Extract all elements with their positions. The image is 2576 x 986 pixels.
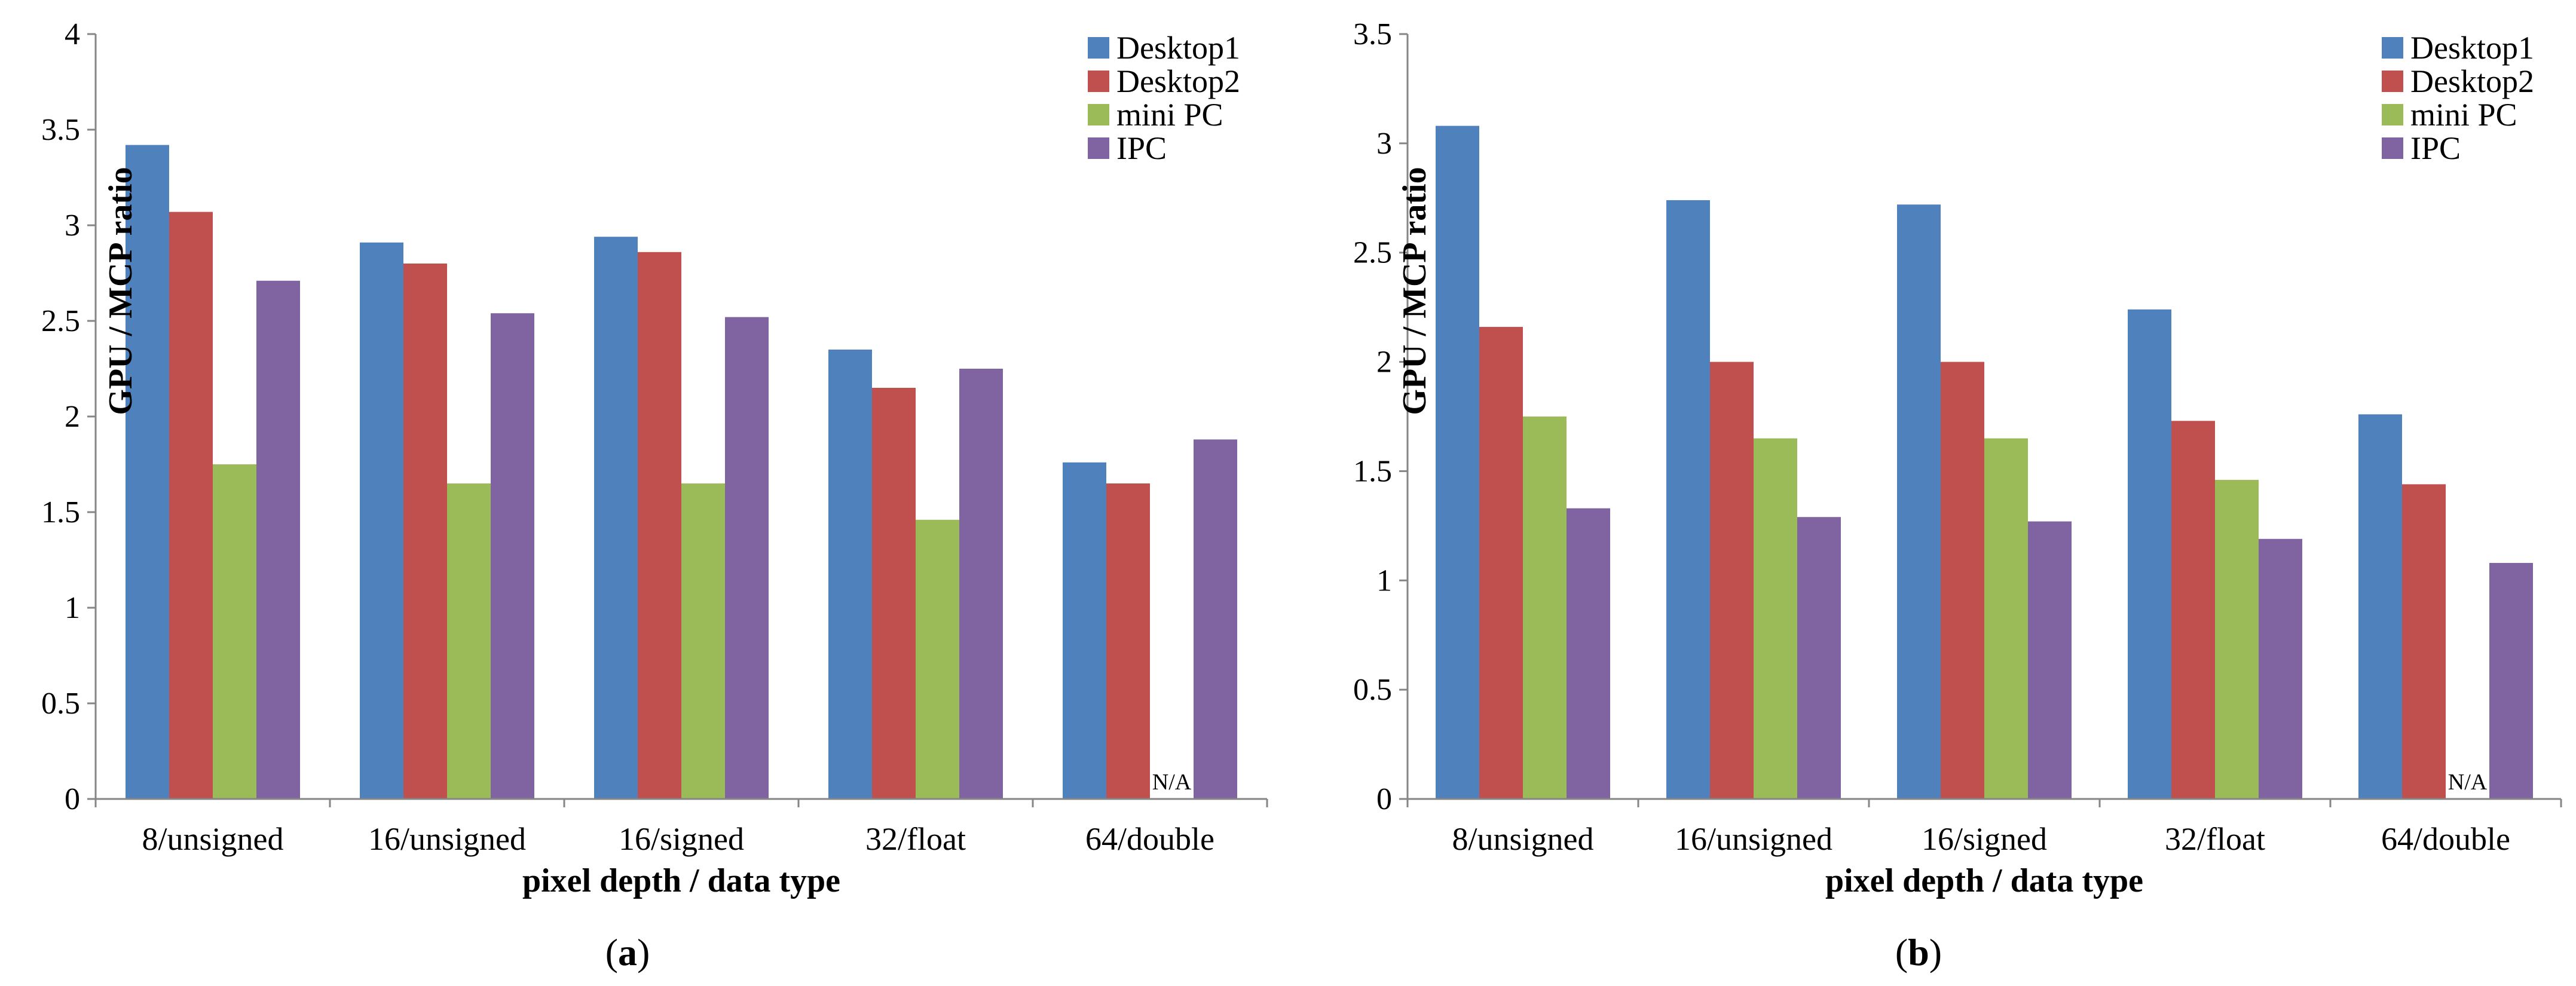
bar-mini-pc: [1984, 438, 2028, 799]
bar-desktop1: [1436, 125, 1479, 800]
x-axis-title: pixel depth / data type: [522, 862, 840, 899]
y-tick-label: 2: [65, 400, 80, 434]
x-tick-label: 64/double: [2381, 821, 2510, 857]
y-tick-label: 1.5: [1353, 454, 1392, 488]
bar-desktop2: [2402, 484, 2446, 799]
bar-desktop1: [1666, 200, 1710, 799]
legend-label: Desktop2: [1116, 63, 1240, 99]
chart-panel-b: 0 0.5 1 1.5 2 2.5 3 3.5 8/unsigned 16/unsigned 16/…: [1353, 17, 2562, 973]
bar-ipc: [2028, 521, 2072, 799]
bar-desktop2: [1106, 483, 1150, 799]
bar-ipc: [2259, 538, 2302, 799]
bar-desktop1: [360, 242, 403, 799]
legend-label: IPC: [1116, 130, 1167, 166]
legend-swatch-mini-pc: [1088, 104, 1109, 125]
legend-swatch-desktop2: [1088, 71, 1109, 92]
x-tick-label: 16/unsigned: [368, 821, 526, 857]
bar-ipc: [256, 280, 300, 799]
x-tick-label: 16/signed: [1922, 821, 2047, 857]
y-tick-label: 3.5: [41, 113, 80, 147]
bar-desktop2: [1710, 362, 1754, 799]
x-tick-label: 8/unsigned: [1452, 821, 1594, 857]
y-tick-label: 0: [1376, 782, 1392, 816]
y-axis-title: GPU / MCP ratio: [102, 167, 139, 415]
y-tick-label: 4: [65, 17, 80, 51]
legend-swatch-mini-pc: [2382, 104, 2403, 125]
bar-ipc: [725, 317, 769, 799]
x-tick-label: 32/float: [865, 821, 966, 857]
y-tick-label: 0.5: [41, 687, 80, 721]
x-tick-label: 64/double: [1085, 821, 1214, 857]
bar-desktop2: [169, 212, 213, 800]
legend-label: Desktop2: [2410, 63, 2534, 99]
y-tick-label: 1: [1376, 564, 1392, 598]
bar-ipc: [1194, 439, 1237, 799]
y-tick-label: 2: [1376, 345, 1392, 379]
y-tick-label: 2.5: [1353, 236, 1392, 270]
bar-desktop2: [403, 264, 447, 799]
y-tick-label: 1: [65, 591, 80, 625]
bar-desktop1: [594, 237, 638, 799]
x-tick-label: 32/float: [2165, 821, 2265, 857]
bar-desktop2: [1941, 362, 1984, 799]
caption-open-paren: (: [605, 931, 618, 973]
panel-caption: (a): [605, 931, 650, 973]
bar-mini-pc: [916, 519, 959, 799]
bar-mini-pc: [681, 483, 725, 799]
bar-desktop1: [1897, 204, 1941, 799]
na-label: N/A: [2448, 770, 2488, 795]
legend-swatch-desktop2: [2382, 71, 2403, 92]
x-axis-title: pixel depth / data type: [1825, 862, 2143, 899]
legend-swatch-ipc: [1088, 137, 1109, 159]
bar-desktop1: [2128, 309, 2171, 799]
x-tick-label: 8/unsigned: [142, 821, 284, 857]
legend-label: mini PC: [1116, 97, 1223, 133]
bar-desktop2: [2171, 421, 2215, 799]
y-tick-label: 2.5: [41, 304, 80, 338]
caption-close-paren: ): [1929, 931, 1942, 973]
legend-label: mini PC: [2410, 97, 2517, 133]
chart-panel-a: 0 0.5 1 1.5 2 2.5 3 3.5 4 8/unsigned 16/unsigned 16…: [41, 17, 1268, 973]
bar-mini-pc: [447, 483, 491, 799]
x-tick-label: 16/unsigned: [1675, 821, 1832, 857]
legend-label: Desktop1: [2410, 30, 2534, 66]
y-axis-title: GPU / MCP ratio: [1396, 167, 1433, 415]
x-tick-label: 16/signed: [619, 821, 744, 857]
y-tick-label: 0.5: [1353, 673, 1392, 707]
bar-mini-pc: [2215, 480, 2259, 799]
bar-desktop2: [872, 388, 916, 799]
y-tick-label: 3: [65, 209, 80, 243]
legend-swatch-desktop1: [2382, 37, 2403, 59]
y-tick-label: 0: [65, 782, 80, 816]
bar-ipc: [491, 313, 534, 799]
bar-desktop1: [828, 350, 872, 799]
bar-ipc: [1567, 508, 1610, 799]
bar-desktop2: [1479, 327, 1523, 799]
bar-desktop1: [126, 145, 169, 800]
panel-caption: (b): [1895, 931, 1942, 973]
legend-label: IPC: [2410, 130, 2461, 166]
bar-desktop1: [1063, 462, 1106, 799]
legend-label: Desktop1: [1116, 30, 1240, 66]
y-tick-label: 1.5: [41, 495, 80, 529]
bar-ipc: [2489, 563, 2533, 799]
caption-letter: a: [618, 931, 637, 973]
legend-swatch-desktop1: [1088, 37, 1109, 59]
bar-mini-pc: [1754, 438, 1797, 799]
bar-mini-pc: [213, 464, 256, 799]
caption-letter: b: [1908, 931, 1929, 973]
na-label: N/A: [1152, 770, 1192, 795]
caption-open-paren: (: [1895, 931, 1908, 973]
bar-mini-pc: [1523, 417, 1567, 799]
legend-swatch-ipc: [2382, 137, 2403, 159]
bar-desktop1: [2358, 414, 2402, 799]
y-tick-label: 3: [1376, 127, 1392, 161]
bar-ipc: [1797, 517, 1841, 799]
bar-desktop2: [638, 252, 681, 799]
y-tick-label: 3.5: [1353, 17, 1392, 51]
caption-close-paren: ): [637, 931, 650, 973]
bar-ipc: [959, 369, 1003, 799]
